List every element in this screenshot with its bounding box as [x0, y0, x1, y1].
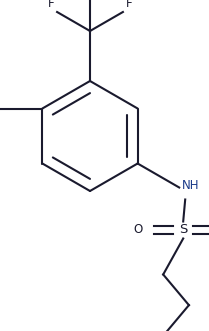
Text: S: S — [179, 223, 187, 236]
Text: F: F — [126, 0, 133, 10]
Text: NH: NH — [182, 179, 200, 192]
Text: F: F — [47, 0, 54, 10]
Text: O: O — [133, 223, 142, 236]
